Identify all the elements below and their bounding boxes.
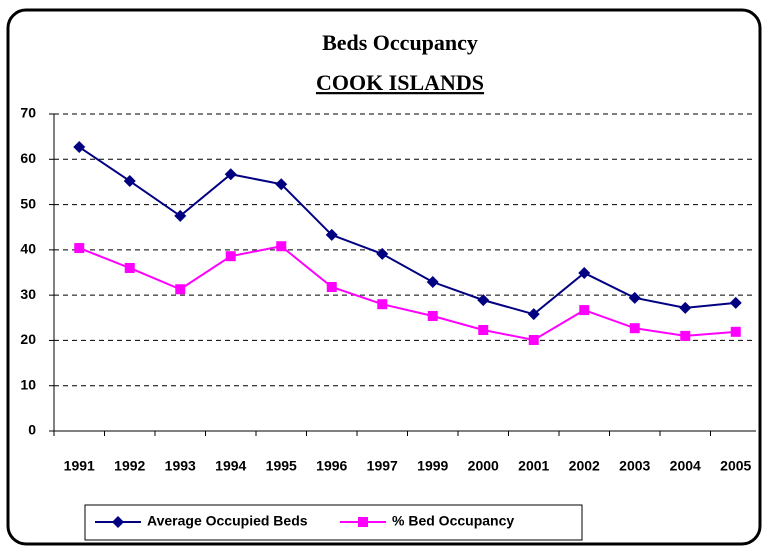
legend-label: Average Occupied Beds xyxy=(147,513,308,529)
chart-title: Beds Occupancy xyxy=(322,30,478,55)
data-point xyxy=(680,330,691,341)
x-tick-label: 1999 xyxy=(417,458,448,474)
data-point xyxy=(124,262,135,273)
y-tick-label: 40 xyxy=(20,241,36,257)
data-point xyxy=(527,308,540,321)
data-point xyxy=(730,326,741,337)
data-point xyxy=(729,296,742,309)
x-tick-label: 2002 xyxy=(569,458,600,474)
data-point xyxy=(477,294,490,307)
x-tick-label: 1993 xyxy=(165,458,196,474)
data-point xyxy=(224,168,237,181)
data-point xyxy=(679,301,692,314)
series-line xyxy=(78,146,736,316)
data-point xyxy=(123,175,136,188)
data-point xyxy=(629,323,640,334)
data-point xyxy=(175,284,186,295)
legend-box xyxy=(84,504,583,541)
x-tick-label: 2004 xyxy=(670,458,701,474)
series-line xyxy=(78,245,736,342)
legend-label: % Bed Occupancy xyxy=(392,513,514,529)
data-point xyxy=(174,209,187,222)
x-tick-label: 2001 xyxy=(518,458,549,474)
data-point xyxy=(528,334,539,345)
x-tick-label: 1996 xyxy=(316,458,347,474)
data-point xyxy=(478,325,489,336)
data-point xyxy=(578,266,591,279)
x-tick-label: 2005 xyxy=(720,458,751,474)
data-point xyxy=(377,299,388,310)
y-tick-label: 30 xyxy=(20,286,36,302)
data-point xyxy=(325,228,338,241)
data-point xyxy=(628,291,641,304)
x-tick-label: 2003 xyxy=(619,458,650,474)
data-point xyxy=(73,141,86,154)
x-tick-label: 1997 xyxy=(367,458,398,474)
y-tick-label: 0 xyxy=(28,422,36,438)
x-tick-label: 1991 xyxy=(64,458,95,474)
y-tick-label: 60 xyxy=(20,150,36,166)
y-tick-label: 50 xyxy=(20,195,36,211)
y-tick-label: 70 xyxy=(20,105,36,121)
data-point xyxy=(276,241,287,252)
x-tick-label: 2000 xyxy=(468,458,499,474)
data-point xyxy=(426,276,439,289)
data-point xyxy=(326,281,337,292)
x-tick-label: 1994 xyxy=(215,458,246,474)
data-point xyxy=(427,310,438,321)
x-tick-label: 1995 xyxy=(266,458,297,474)
data-point xyxy=(74,243,85,254)
chart-subtitle: COOK ISLANDS xyxy=(316,70,484,95)
data-point xyxy=(275,178,288,191)
y-tick-label: 20 xyxy=(20,331,36,347)
data-point xyxy=(376,247,389,260)
y-tick-label: 10 xyxy=(20,376,36,392)
legend-marker xyxy=(358,517,368,527)
x-tick-label: 1992 xyxy=(114,458,145,474)
legend-marker xyxy=(112,516,124,528)
chart-frame xyxy=(6,8,762,546)
data-point xyxy=(579,305,590,316)
data-point xyxy=(225,251,236,262)
